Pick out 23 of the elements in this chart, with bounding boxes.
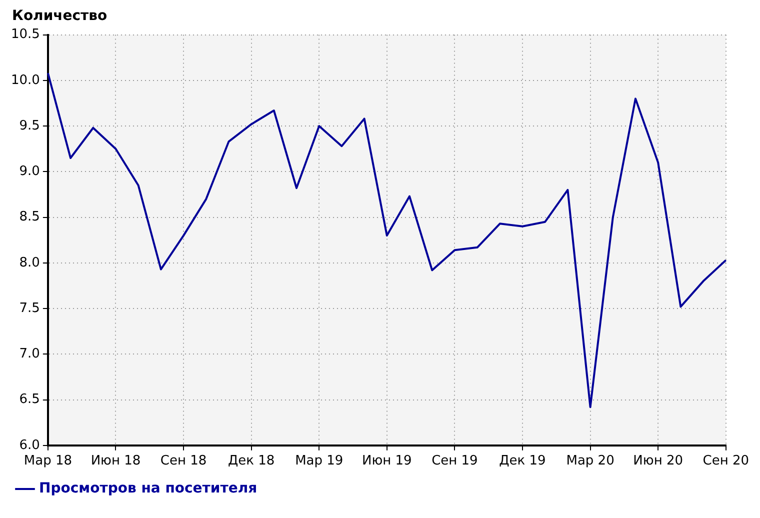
y-tick-label: 7.0 bbox=[19, 346, 40, 362]
y-axis-title: Количество bbox=[12, 8, 108, 24]
y-tick-label: 6.5 bbox=[19, 392, 40, 408]
x-tick-label: Июн 20 bbox=[633, 454, 684, 469]
y-tick-label: 6.0 bbox=[19, 438, 40, 453]
y-tick-label: 10.0 bbox=[10, 72, 40, 88]
x-tick-label: Июн 19 bbox=[362, 454, 412, 469]
x-tick-label: Дек 18 bbox=[228, 454, 275, 469]
y-tick-label: 8.0 bbox=[19, 255, 40, 270]
legend-label: Просмотров на посетителя bbox=[39, 480, 258, 497]
x-tick-label: Мар 19 bbox=[295, 454, 344, 469]
x-tick-label: Июн 18 bbox=[90, 454, 141, 469]
x-tick-label: Дек 19 bbox=[499, 454, 546, 469]
y-tick-label: 7.5 bbox=[19, 300, 40, 316]
y-tick-label: 8.5 bbox=[19, 210, 40, 225]
x-tick-label: Сен 20 bbox=[702, 454, 749, 469]
x-tick-label: Мар 20 bbox=[566, 454, 614, 469]
y-tick-label: 9.0 bbox=[19, 164, 40, 180]
x-tick-label: Сен 19 bbox=[432, 454, 478, 469]
x-tick-label: Мар 18 bbox=[24, 454, 72, 469]
y-tick-label: 10.5 bbox=[10, 27, 40, 42]
y-tick-label: 9.5 bbox=[19, 118, 40, 134]
x-tick-label: Сен 18 bbox=[160, 454, 207, 469]
